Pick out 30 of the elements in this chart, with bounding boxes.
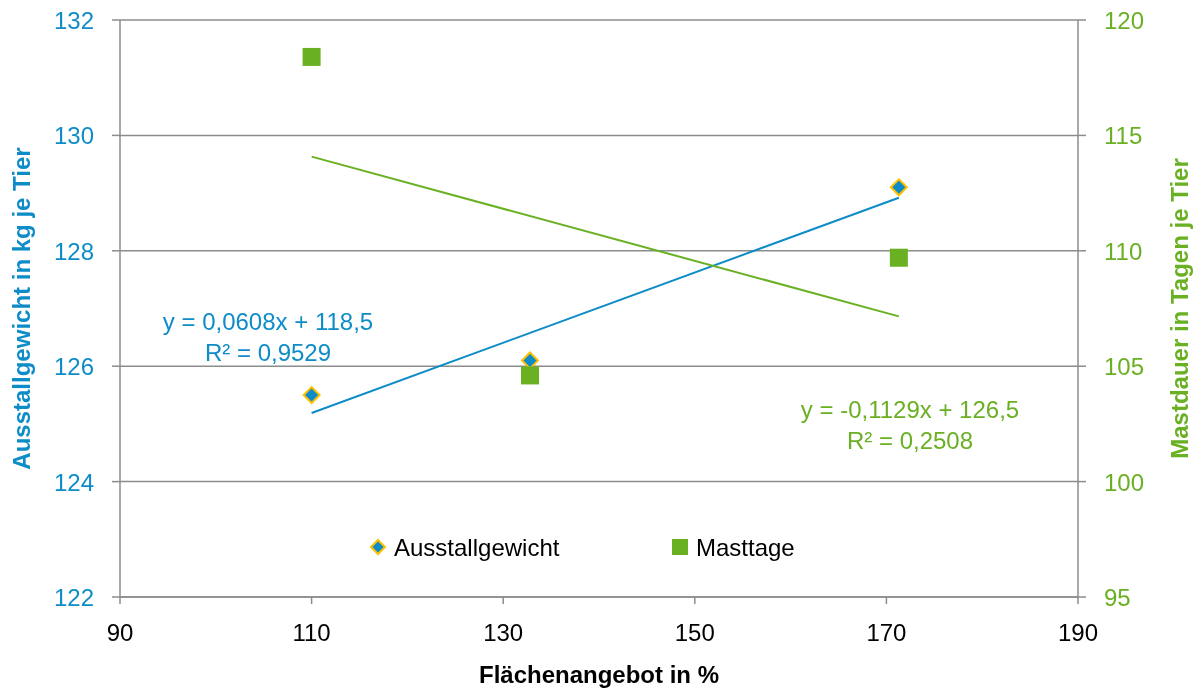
x-axis-title: Flächenangebot in % xyxy=(478,661,720,688)
annotation: y = -0,1129x + 126,5 R² = 0,2508 xyxy=(800,396,1020,454)
point xyxy=(302,47,321,66)
y-tick-label: 126 xyxy=(53,353,94,381)
y2-tick-label: 105 xyxy=(1104,353,1145,381)
y2-tick-label: 110 xyxy=(1104,237,1143,265)
y2-tick-label: 115 xyxy=(1104,122,1143,150)
x-tick-label: 110 xyxy=(292,619,331,646)
y-tick-label: 122 xyxy=(53,584,94,611)
y-tick-label: 130 xyxy=(53,122,94,150)
x-tick-label: 170 xyxy=(866,619,907,646)
y2-axis-title: Mastdauer in Tagen je Tier xyxy=(1166,158,1193,459)
y2-tick-label: 120 xyxy=(1104,7,1145,34)
y-tick-label: 124 xyxy=(53,468,94,496)
annotation: y = 0,0608x + 118,5 R² = 0,9529 xyxy=(162,308,374,366)
y-tick-label: 132 xyxy=(53,7,94,34)
y2-tick-label: 95 xyxy=(1104,584,1131,611)
point xyxy=(521,366,540,385)
y2-tick-label: 100 xyxy=(1104,468,1145,496)
x-tick-label: 130 xyxy=(483,619,524,646)
x-tick-label: 150 xyxy=(674,619,715,646)
legend-label: Ausstallgewicht xyxy=(394,534,560,561)
point xyxy=(889,178,908,197)
y-axis-title: Ausstallgewicht in kg je Tier xyxy=(8,147,35,470)
y-tick-label: 128 xyxy=(53,237,94,265)
point xyxy=(889,248,908,267)
x-tick-label: 90 xyxy=(106,619,134,646)
x-tick-label: 190 xyxy=(1057,619,1099,646)
point xyxy=(302,386,321,405)
legend-label: Masttage xyxy=(696,534,795,561)
